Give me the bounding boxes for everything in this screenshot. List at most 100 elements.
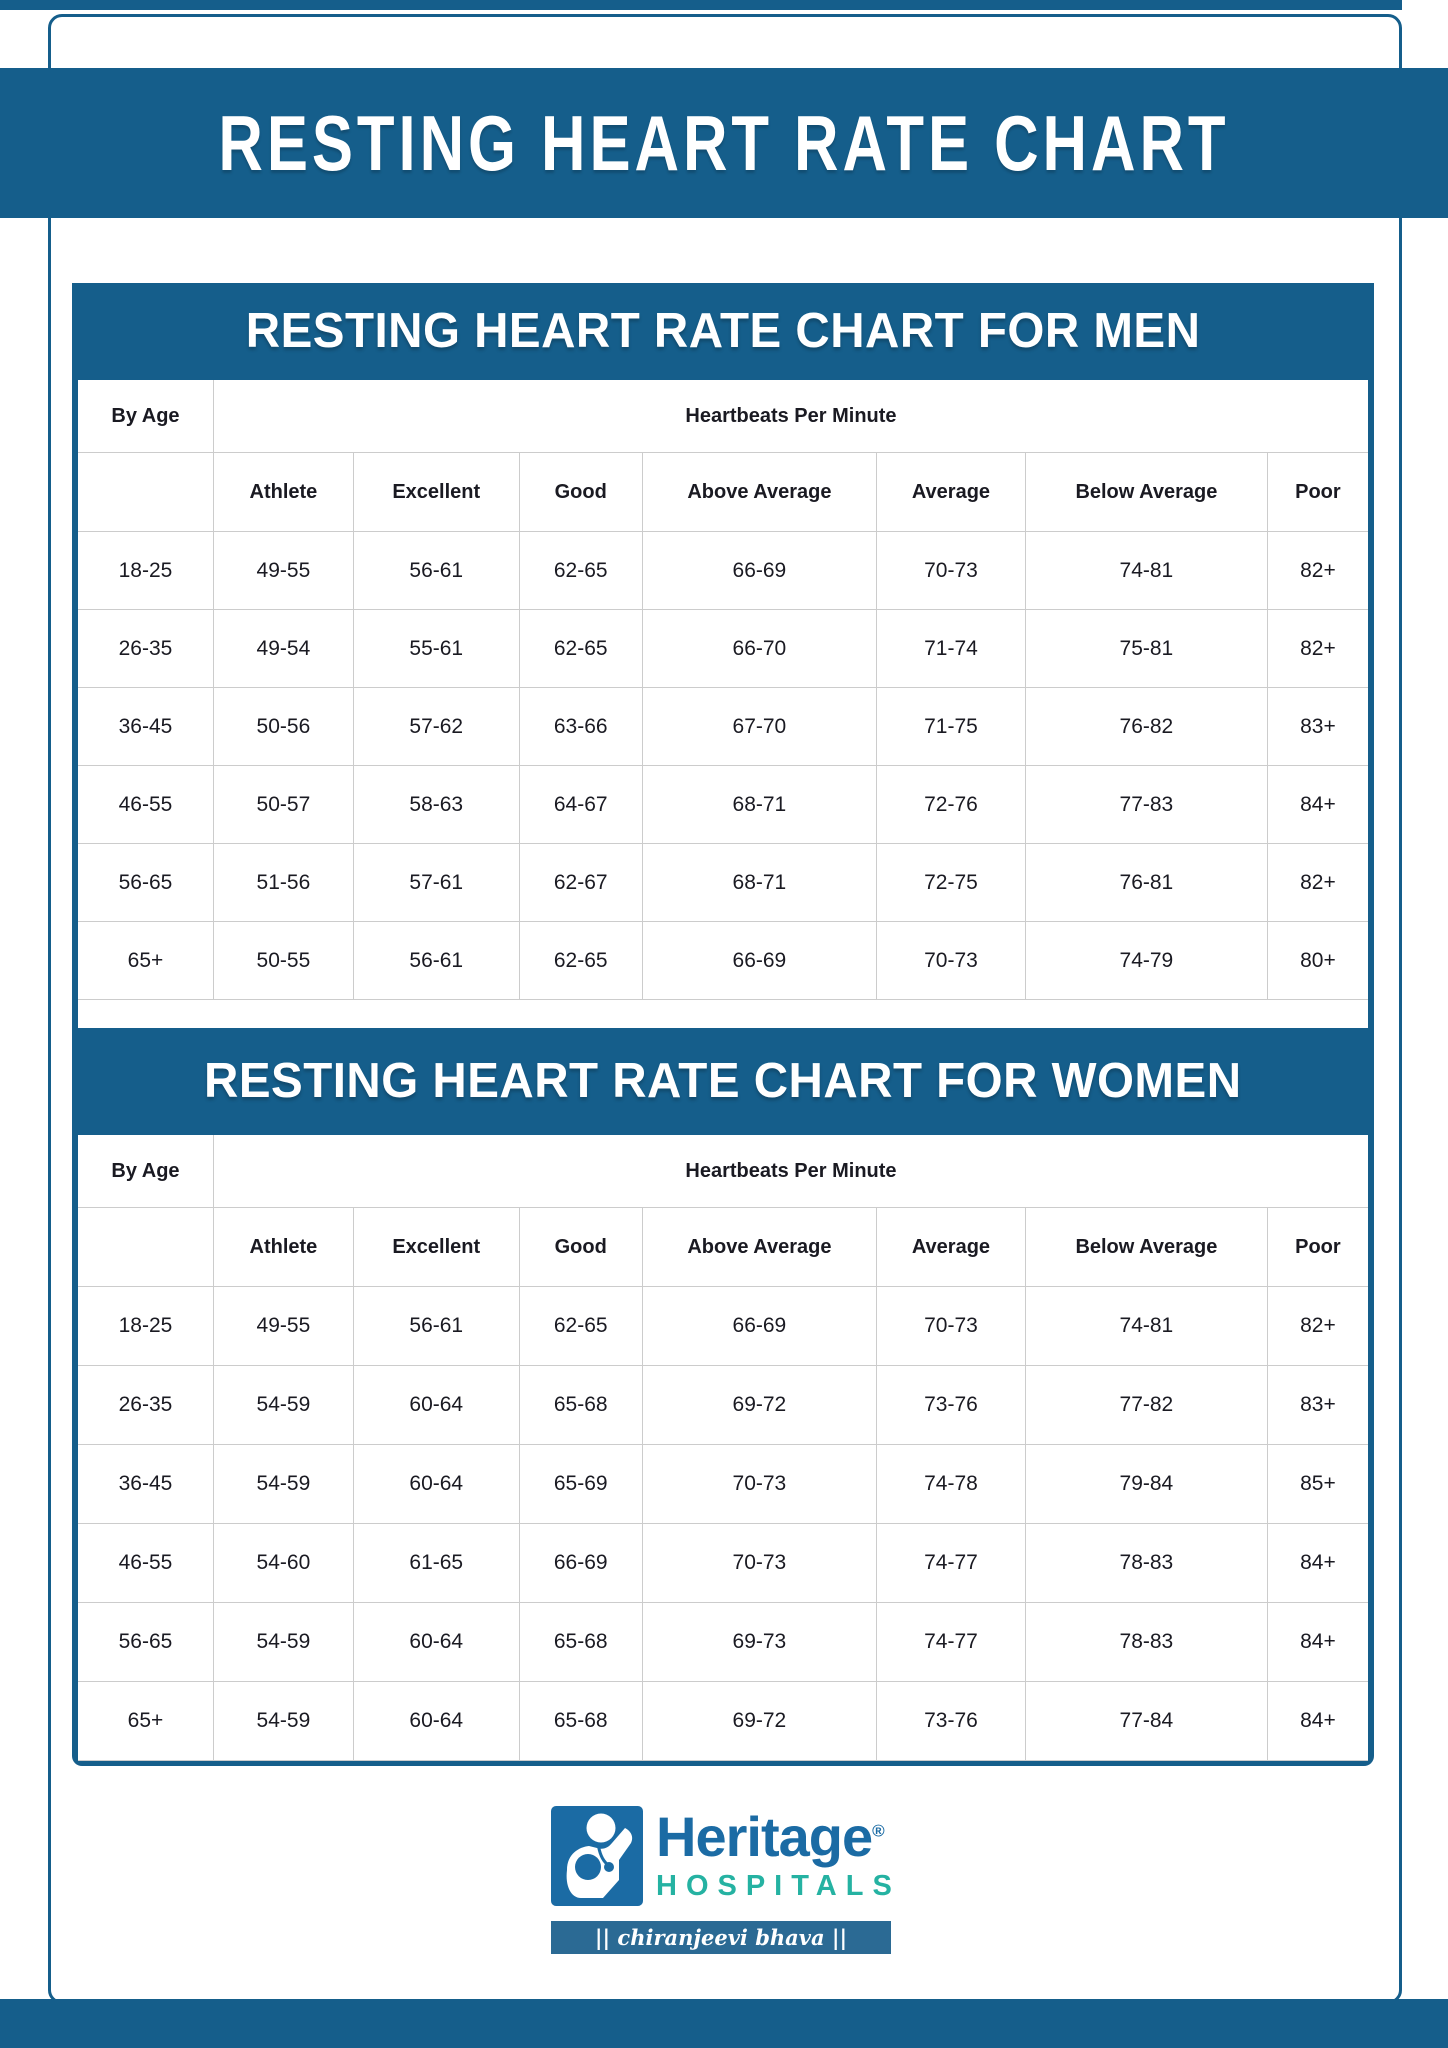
table-row: 65+ 50-55 56-61 62-65 66-69 70-73 74-79 80+ <box>78 921 1368 1000</box>
value-cell: 80+ <box>1266 921 1368 1000</box>
table-row: Athlete Excellent Good Above Average Ave… <box>78 1207 1368 1287</box>
value-cell: 85+ <box>1266 1444 1368 1524</box>
heritage-hospitals-logo: Heritage® HOSPITALS || chiranjeevi bhava… <box>551 1806 897 1954</box>
age-cell: 65+ <box>78 921 214 1000</box>
value-cell: 84+ <box>1266 1602 1368 1682</box>
value-cell: 76-81 <box>1024 843 1268 922</box>
value-cell: 74-78 <box>875 1444 1026 1524</box>
value-cell: 66-70 <box>641 609 877 688</box>
table-row: 26-35 49-54 55-61 62-65 66-70 71-74 75-81 82+ <box>78 609 1368 688</box>
value-cell: 62-67 <box>518 843 643 922</box>
value-cell: 60-64 <box>352 1444 520 1524</box>
value-cell: 76-82 <box>1024 687 1268 766</box>
brand-name: Heritage® <box>656 1809 901 1865</box>
value-cell: 65-68 <box>518 1602 643 1682</box>
page-title: RESTING HEART RATE CHART <box>218 99 1230 187</box>
value-cell: 73-76 <box>875 1365 1026 1445</box>
group-header: Heartbeats Per Minute <box>212 1135 1368 1208</box>
value-cell: 50-57 <box>212 765 354 844</box>
age-cell: 56-65 <box>78 843 214 922</box>
men-section-title: RESTING HEART RATE CHART FOR MEN <box>245 304 1201 358</box>
value-cell: 70-73 <box>875 1286 1026 1366</box>
value-cell: 74-77 <box>875 1523 1026 1603</box>
group-header: Heartbeats Per Minute <box>212 380 1368 453</box>
value-cell: 69-73 <box>641 1602 877 1682</box>
value-cell: 50-55 <box>212 921 354 1000</box>
value-cell: 58-63 <box>352 765 520 844</box>
column-header: Good <box>518 452 643 532</box>
value-cell: 75-81 <box>1024 609 1268 688</box>
value-cell: 65-68 <box>518 1681 643 1761</box>
value-cell: 62-65 <box>518 921 643 1000</box>
table-row: 56-65 54-59 60-64 65-68 69-73 74-77 78-83 84+ <box>78 1602 1368 1682</box>
value-cell: 60-64 <box>352 1681 520 1761</box>
brand-word: Heritage <box>656 1805 873 1868</box>
age-cell: 36-45 <box>78 1444 214 1524</box>
table-row: 46-55 50-57 58-63 64-67 68-71 72-76 77-83 84+ <box>78 765 1368 844</box>
value-cell: 49-54 <box>212 609 354 688</box>
column-header: Athlete <box>212 1207 354 1287</box>
value-cell: 84+ <box>1266 1681 1368 1761</box>
value-cell: 62-65 <box>518 609 643 688</box>
table-row: 46-55 54-60 61-65 66-69 70-73 74-77 78-83 84+ <box>78 1523 1368 1603</box>
empty-corner-cell <box>78 1207 214 1287</box>
value-cell: 62-65 <box>518 1286 643 1366</box>
value-cell: 49-55 <box>212 531 354 610</box>
by-age-header: By Age <box>78 1135 214 1208</box>
value-cell: 74-79 <box>1024 921 1268 1000</box>
value-cell: 72-76 <box>875 765 1026 844</box>
age-cell: 18-25 <box>78 531 214 610</box>
column-header: Athlete <box>212 452 354 532</box>
doctor-and-child-icon <box>551 1806 643 1906</box>
logo-tagline: || chiranjeevi bhava || <box>594 1925 848 1950</box>
value-cell: 61-65 <box>352 1523 520 1603</box>
column-header: Excellent <box>352 1207 520 1287</box>
table-row: 18-25 49-55 56-61 62-65 66-69 70-73 74-81 82+ <box>78 531 1368 610</box>
value-cell: 57-62 <box>352 687 520 766</box>
column-header: Poor <box>1266 452 1368 532</box>
women-section-banner: RESTING HEART RATE CHART FOR WOMEN <box>78 1028 1368 1135</box>
value-cell: 50-56 <box>212 687 354 766</box>
table-row: 18-25 49-55 56-61 62-65 66-69 70-73 74-81 82+ <box>78 1286 1368 1366</box>
value-cell: 63-66 <box>518 687 643 766</box>
value-cell: 77-82 <box>1024 1365 1268 1445</box>
value-cell: 56-61 <box>352 531 520 610</box>
value-cell: 79-84 <box>1024 1444 1268 1524</box>
men-heart-rate-table: By Age Heartbeats Per Minute Athlete Exc… <box>78 380 1368 1000</box>
value-cell: 78-83 <box>1024 1523 1268 1603</box>
value-cell: 60-64 <box>352 1365 520 1445</box>
by-age-header: By Age <box>78 380 214 453</box>
value-cell: 55-61 <box>352 609 520 688</box>
value-cell: 68-71 <box>641 843 877 922</box>
age-cell: 46-55 <box>78 765 214 844</box>
column-header: Average <box>875 452 1026 532</box>
value-cell: 77-84 <box>1024 1681 1268 1761</box>
value-cell: 69-72 <box>641 1681 877 1761</box>
age-cell: 56-65 <box>78 1602 214 1682</box>
top-accent-strip <box>0 0 1402 10</box>
value-cell: 73-76 <box>875 1681 1026 1761</box>
age-cell: 46-55 <box>78 1523 214 1603</box>
value-cell: 82+ <box>1266 843 1368 922</box>
value-cell: 68-71 <box>641 765 877 844</box>
column-header: Below Average <box>1024 452 1268 532</box>
logo-tagline-bar: || chiranjeevi bhava || <box>551 1921 891 1954</box>
value-cell: 70-73 <box>875 531 1026 610</box>
value-cell: 70-73 <box>641 1523 877 1603</box>
value-cell: 66-69 <box>641 921 877 1000</box>
value-cell: 65-68 <box>518 1365 643 1445</box>
section-gap <box>78 1000 1368 1028</box>
value-cell: 71-75 <box>875 687 1026 766</box>
value-cell: 54-59 <box>212 1681 354 1761</box>
value-cell: 56-61 <box>352 921 520 1000</box>
value-cell: 60-64 <box>352 1602 520 1682</box>
value-cell: 54-59 <box>212 1444 354 1524</box>
value-cell: 65-69 <box>518 1444 643 1524</box>
brand-subtitle: HOSPITALS <box>656 1870 901 1903</box>
age-cell: 36-45 <box>78 687 214 766</box>
table-row: By Age Heartbeats Per Minute <box>78 1135 1368 1208</box>
table-row: 65+ 54-59 60-64 65-68 69-72 73-76 77-84 84+ <box>78 1681 1368 1761</box>
value-cell: 66-69 <box>641 531 877 610</box>
value-cell: 51-56 <box>212 843 354 922</box>
